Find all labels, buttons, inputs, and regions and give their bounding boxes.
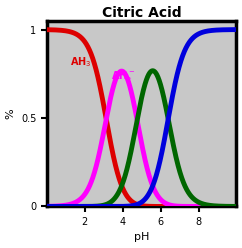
Text: AH$_2^-$: AH$_2^-$ [111, 69, 136, 84]
Y-axis label: %: % [6, 108, 15, 119]
X-axis label: pH: pH [134, 232, 149, 243]
Text: AH$_3$: AH$_3$ [70, 55, 91, 69]
Title: Citric Acid: Citric Acid [102, 5, 182, 20]
